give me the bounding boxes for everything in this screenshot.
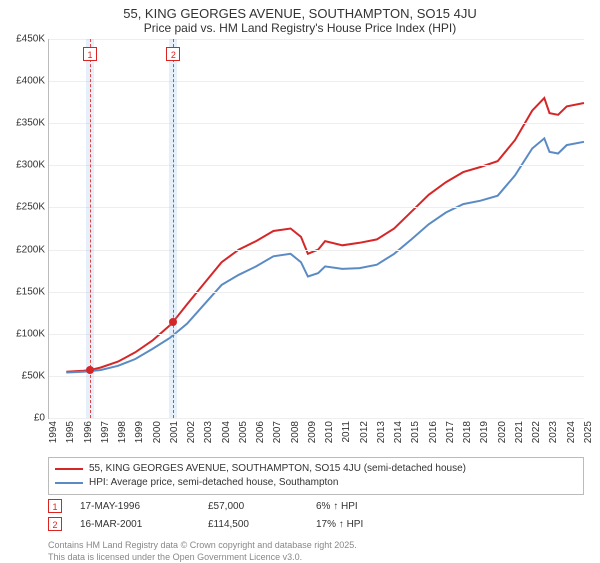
x-axis-labels: 1994 1995 1996 1997 1998 1999 2000 2001 2002 2003… xyxy=(48,419,584,453)
y-tick-label: £250K xyxy=(16,202,45,213)
chart-subtitle: Price paid vs. HM Land Registry's House … xyxy=(8,21,592,35)
x-tick-label: 2009 xyxy=(307,421,318,443)
sale-dot xyxy=(169,318,177,326)
y-tick-label: £200K xyxy=(16,244,45,255)
x-tick-label: 1999 xyxy=(134,421,145,443)
x-tick-label: 2017 xyxy=(445,421,456,443)
y-tick-label: £0 xyxy=(34,413,45,424)
x-tick-label: 2010 xyxy=(324,421,335,443)
sale-date: 17-MAY-1996 xyxy=(80,501,190,512)
chart-area: £0£50K£100K£150K£200K£250K£300K£350K£400… xyxy=(48,39,584,419)
x-tick-label: 2004 xyxy=(221,421,232,443)
y-tick-label: £300K xyxy=(16,160,45,171)
x-tick-label: 1994 xyxy=(48,421,59,443)
x-tick-label: 2016 xyxy=(428,421,439,443)
sale-marker-icon: 1 xyxy=(48,499,62,513)
x-tick-label: 2019 xyxy=(479,421,490,443)
y-tick-label: £350K xyxy=(16,118,45,129)
x-tick-label: 2000 xyxy=(152,421,163,443)
x-tick-label: 2014 xyxy=(393,421,404,443)
x-tick-label: 2006 xyxy=(255,421,266,443)
y-tick-label: £100K xyxy=(16,328,45,339)
x-tick-label: 2023 xyxy=(548,421,559,443)
x-tick-label: 1998 xyxy=(117,421,128,443)
y-tick-label: £450K xyxy=(16,34,45,45)
x-tick-label: 2011 xyxy=(341,421,352,443)
attribution-line: Contains HM Land Registry data © Crown c… xyxy=(48,539,584,551)
sale-delta: 6% ↑ HPI xyxy=(316,501,358,512)
sale-dash-line xyxy=(90,39,91,418)
legend: 55, KING GEORGES AVENUE, SOUTHAMPTON, SO… xyxy=(48,457,584,495)
x-tick-label: 2025 xyxy=(583,421,594,443)
sale-dash-line xyxy=(173,39,174,418)
y-tick-label: £400K xyxy=(16,76,45,87)
chart-title: 55, KING GEORGES AVENUE, SOUTHAMPTON, SO… xyxy=(8,6,592,21)
x-tick-label: 2012 xyxy=(359,421,370,443)
x-tick-label: 1996 xyxy=(83,421,94,443)
x-tick-label: 2007 xyxy=(272,421,283,443)
x-tick-label: 2001 xyxy=(169,421,180,443)
sale-marker-icon: 2 xyxy=(166,47,180,61)
x-tick-label: 1995 xyxy=(65,421,76,443)
legend-label: HPI: Average price, semi-detached house,… xyxy=(89,476,338,490)
x-tick-label: 2013 xyxy=(376,421,387,443)
series-price xyxy=(66,98,584,372)
legend-label: 55, KING GEORGES AVENUE, SOUTHAMPTON, SO… xyxy=(89,462,466,476)
x-tick-label: 2008 xyxy=(290,421,301,443)
legend-swatch xyxy=(55,468,83,470)
x-tick-label: 2021 xyxy=(514,421,525,443)
x-tick-label: 2020 xyxy=(497,421,508,443)
sale-marker-icon: 1 xyxy=(83,47,97,61)
sale-notes: 1 17-MAY-1996 £57,000 6% ↑ HPI 2 16-MAR-… xyxy=(48,497,584,533)
x-tick-label: 2018 xyxy=(462,421,473,443)
attribution-line: This data is licensed under the Open Gov… xyxy=(48,551,584,563)
legend-item-hpi: HPI: Average price, semi-detached house,… xyxy=(55,476,577,490)
sale-price: £114,500 xyxy=(208,519,298,530)
sale-marker-icon: 2 xyxy=(48,517,62,531)
x-tick-label: 2024 xyxy=(566,421,577,443)
sale-price: £57,000 xyxy=(208,501,298,512)
sale-dot xyxy=(86,366,94,374)
y-tick-label: £50K xyxy=(22,370,45,381)
sale-date: 16-MAR-2001 xyxy=(80,519,190,530)
x-tick-label: 2022 xyxy=(531,421,542,443)
attribution: Contains HM Land Registry data © Crown c… xyxy=(48,539,584,563)
x-tick-label: 2015 xyxy=(410,421,421,443)
y-tick-label: £150K xyxy=(16,286,45,297)
x-tick-label: 1997 xyxy=(100,421,111,443)
series-hpi xyxy=(66,138,584,372)
x-tick-label: 2002 xyxy=(186,421,197,443)
plot-svg xyxy=(49,39,584,418)
x-tick-label: 2005 xyxy=(238,421,249,443)
sale-note-row: 2 16-MAR-2001 £114,500 17% ↑ HPI xyxy=(48,515,584,533)
legend-swatch xyxy=(55,482,83,484)
legend-item-price: 55, KING GEORGES AVENUE, SOUTHAMPTON, SO… xyxy=(55,462,577,476)
x-tick-label: 2003 xyxy=(203,421,214,443)
sale-note-row: 1 17-MAY-1996 £57,000 6% ↑ HPI xyxy=(48,497,584,515)
sale-delta: 17% ↑ HPI xyxy=(316,519,363,530)
